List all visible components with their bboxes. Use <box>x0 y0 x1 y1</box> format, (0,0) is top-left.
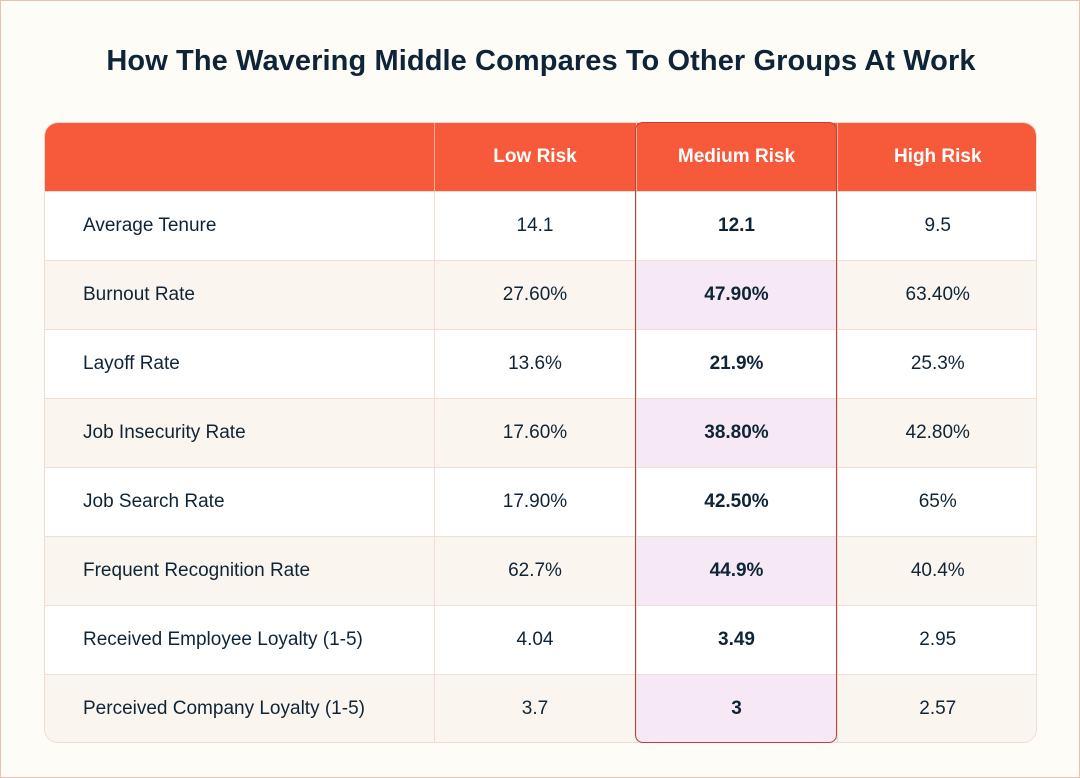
cell-high-risk: 65% <box>837 467 1036 537</box>
table-body: Average Tenure 14.1 12.1 9.5 Burnout Rate 27.… <box>45 191 1036 742</box>
row-metric-label: Frequent Recognition Rate <box>45 536 435 606</box>
cell-low-risk: 13.6% <box>434 329 637 399</box>
cell-medium-risk: 38.80% <box>636 398 838 468</box>
cell-high-risk: 2.57 <box>837 674 1036 742</box>
cell-medium-risk: 21.9% <box>636 329 838 399</box>
table-row: Average Tenure 14.1 12.1 9.5 <box>45 191 1036 261</box>
table-row: Layoff Rate 13.6% 21.9% 25.3% <box>45 329 1036 399</box>
cell-low-risk: 27.60% <box>434 260 637 330</box>
header-medium-risk: Medium Risk <box>636 123 838 192</box>
cell-medium-risk: 3.49 <box>636 605 838 675</box>
row-metric-label: Burnout Rate <box>45 260 435 330</box>
cell-low-risk: 4.04 <box>434 605 637 675</box>
cell-high-risk: 9.5 <box>837 191 1036 261</box>
comparison-table: Low Risk Medium Risk High Risk Average T… <box>45 123 1036 742</box>
cell-low-risk: 62.7% <box>434 536 637 606</box>
cell-medium-risk: 42.50% <box>636 467 838 537</box>
row-metric-label: Average Tenure <box>45 191 435 261</box>
cell-low-risk: 3.7 <box>434 674 637 742</box>
table-row: Perceived Company Loyalty (1-5) 3.7 3 2.57 <box>45 674 1036 742</box>
cell-medium-risk: 44.9% <box>636 536 838 606</box>
cell-low-risk: 17.90% <box>434 467 637 537</box>
cell-low-risk: 14.1 <box>434 191 637 261</box>
header-metric <box>45 123 435 192</box>
table-row: Job Insecurity Rate 17.60% 38.80% 42.80% <box>45 398 1036 468</box>
cell-high-risk: 63.40% <box>837 260 1036 330</box>
cell-high-risk: 25.3% <box>837 329 1036 399</box>
cell-high-risk: 42.80% <box>837 398 1036 468</box>
table-row: Job Search Rate 17.90% 42.50% 65% <box>45 467 1036 537</box>
cell-high-risk: 2.95 <box>837 605 1036 675</box>
table-row: Frequent Recognition Rate 62.7% 44.9% 40.4% <box>45 536 1036 606</box>
cell-medium-risk: 12.1 <box>636 191 838 261</box>
row-metric-label: Perceived Company Loyalty (1-5) <box>45 674 435 742</box>
cell-medium-risk: 47.90% <box>636 260 838 330</box>
header-row: Low Risk Medium Risk High Risk <box>45 123 1036 192</box>
row-metric-label: Layoff Rate <box>45 329 435 399</box>
header-high-risk: High Risk <box>837 123 1036 192</box>
header-low-risk: Low Risk <box>434 123 637 192</box>
cell-medium-risk: 3 <box>636 674 838 742</box>
comparison-table-container: Low Risk Medium Risk High Risk Average T… <box>44 122 1037 743</box>
table-row: Received Employee Loyalty (1-5) 4.04 3.49 2… <box>45 605 1036 675</box>
cell-low-risk: 17.60% <box>434 398 637 468</box>
row-metric-label: Job Insecurity Rate <box>45 398 435 468</box>
cell-high-risk: 40.4% <box>837 536 1036 606</box>
row-metric-label: Job Search Rate <box>45 467 435 537</box>
chart-title: How The Wavering Middle Compares To Othe… <box>106 45 976 77</box>
row-metric-label: Received Employee Loyalty (1-5) <box>45 605 435 675</box>
table-row: Burnout Rate 27.60% 47.90% 63.40% <box>45 260 1036 330</box>
